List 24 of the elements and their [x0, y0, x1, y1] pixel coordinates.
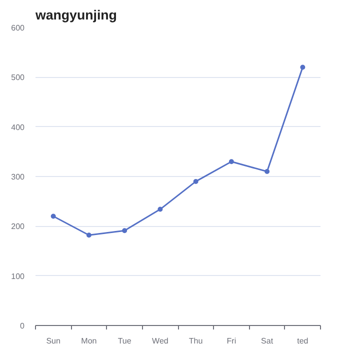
- y-tick-label: 0: [20, 322, 26, 330]
- point: [86, 232, 92, 238]
- point: [264, 169, 270, 174]
- y-tick-label: 100: [11, 272, 26, 281]
- y-tick-label: 200: [11, 222, 26, 232]
- point: [228, 159, 234, 164]
- point: [300, 64, 306, 70]
- point: [122, 228, 128, 234]
- x-tick-label: Tue: [118, 336, 132, 346]
- y-tick-label: 500: [11, 73, 26, 82]
- x-tick-label: Fri: [226, 336, 236, 346]
- point: [158, 206, 163, 212]
- x-tick-label: Thu: [188, 336, 203, 346]
- y-tick-label: 400: [11, 122, 26, 132]
- x-tick-label: Sat: [261, 336, 274, 346]
- x-tick-label: Mon: [81, 336, 97, 346]
- x-tick-label: ted: [297, 336, 308, 346]
- point: [193, 178, 198, 184]
- chart-title: wangyunjing: [34, 8, 117, 22]
- point: [50, 214, 56, 219]
- x-tick-label: Wed: [152, 336, 168, 346]
- y-tick-label: 600: [11, 24, 26, 32]
- y-tick-label: 300: [11, 172, 26, 182]
- x-tick-label: Sun: [46, 336, 60, 346]
